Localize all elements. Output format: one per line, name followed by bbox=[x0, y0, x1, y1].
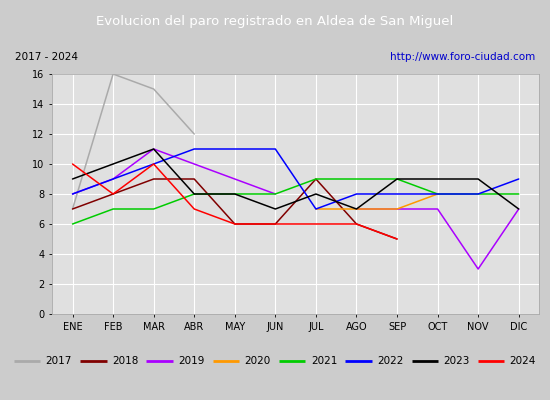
2017 bbox=[150, 87, 157, 92]
2019 bbox=[110, 177, 117, 182]
2021 bbox=[110, 206, 117, 211]
Text: 2024: 2024 bbox=[510, 356, 536, 366]
2023 bbox=[232, 192, 238, 196]
2021 bbox=[353, 177, 360, 182]
2021 bbox=[272, 192, 279, 196]
2021 bbox=[475, 192, 481, 196]
Text: 2022: 2022 bbox=[377, 356, 404, 366]
2019 bbox=[191, 162, 197, 166]
2019 bbox=[69, 192, 76, 196]
2022 bbox=[232, 146, 238, 151]
2021 bbox=[434, 192, 441, 196]
2023 bbox=[312, 192, 319, 196]
Text: 2021: 2021 bbox=[311, 356, 337, 366]
2023 bbox=[191, 192, 197, 196]
2023 bbox=[110, 162, 117, 166]
2023 bbox=[394, 177, 400, 182]
2022 bbox=[475, 192, 481, 196]
2023 bbox=[353, 206, 360, 211]
2023 bbox=[150, 146, 157, 151]
2021 bbox=[191, 192, 197, 196]
2024 bbox=[272, 222, 279, 226]
2021 bbox=[515, 192, 522, 196]
Text: 2018: 2018 bbox=[112, 356, 139, 366]
2019 bbox=[272, 192, 279, 196]
Text: 2017 - 2024: 2017 - 2024 bbox=[15, 52, 78, 62]
2021 bbox=[69, 222, 76, 226]
2022 bbox=[272, 146, 279, 151]
2024 bbox=[191, 206, 197, 211]
Line: 2018: 2018 bbox=[73, 179, 397, 239]
2024 bbox=[232, 222, 238, 226]
Text: Evolucion del paro registrado en Aldea de San Miguel: Evolucion del paro registrado en Aldea d… bbox=[96, 14, 454, 28]
2022 bbox=[394, 192, 400, 196]
2022 bbox=[191, 146, 197, 151]
2017 bbox=[69, 206, 76, 211]
2019 bbox=[150, 146, 157, 151]
2024 bbox=[394, 236, 400, 241]
Line: 2022: 2022 bbox=[73, 149, 519, 209]
2022 bbox=[434, 192, 441, 196]
Line: 2019: 2019 bbox=[73, 149, 276, 194]
2021 bbox=[394, 177, 400, 182]
2022 bbox=[150, 162, 157, 166]
Text: 2023: 2023 bbox=[443, 356, 470, 366]
2024 bbox=[69, 162, 76, 166]
2018 bbox=[312, 177, 319, 182]
2018 bbox=[69, 206, 76, 211]
2018 bbox=[353, 222, 360, 226]
Line: 2017: 2017 bbox=[73, 74, 194, 209]
2024 bbox=[312, 222, 319, 226]
2018 bbox=[272, 222, 279, 226]
Text: 2017: 2017 bbox=[46, 356, 72, 366]
2023 bbox=[515, 206, 522, 211]
2022 bbox=[312, 206, 319, 211]
Line: 2021: 2021 bbox=[73, 179, 519, 224]
2018 bbox=[394, 236, 400, 241]
Line: 2023: 2023 bbox=[73, 149, 519, 209]
2018 bbox=[150, 177, 157, 182]
2018 bbox=[191, 177, 197, 182]
2021 bbox=[150, 206, 157, 211]
2024 bbox=[353, 222, 360, 226]
Text: 2019: 2019 bbox=[178, 356, 205, 366]
2024 bbox=[150, 162, 157, 166]
2021 bbox=[312, 177, 319, 182]
2023 bbox=[272, 206, 279, 211]
2022 bbox=[353, 192, 360, 196]
2017 bbox=[191, 132, 197, 136]
2024 bbox=[110, 192, 117, 196]
2023 bbox=[434, 177, 441, 182]
Text: 2020: 2020 bbox=[245, 356, 271, 366]
2023 bbox=[475, 177, 481, 182]
2019 bbox=[232, 177, 238, 182]
Text: http://www.foro-ciudad.com: http://www.foro-ciudad.com bbox=[389, 52, 535, 62]
Line: 2024: 2024 bbox=[73, 164, 397, 239]
2023 bbox=[69, 177, 76, 182]
2022 bbox=[69, 192, 76, 196]
2021 bbox=[232, 192, 238, 196]
2018 bbox=[110, 192, 117, 196]
2018 bbox=[232, 222, 238, 226]
2017 bbox=[110, 72, 117, 76]
2022 bbox=[515, 177, 522, 182]
2022 bbox=[110, 177, 117, 182]
